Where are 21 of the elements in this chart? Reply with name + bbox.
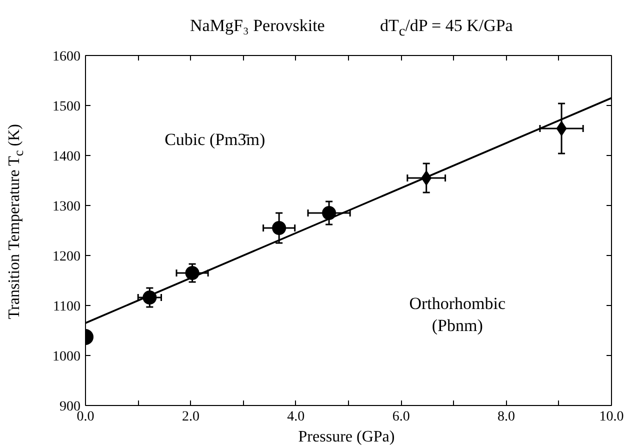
x-tick-label: 4.0 — [287, 410, 305, 424]
y-tick-label: 1100 — [53, 300, 81, 314]
y-tick-label: 1300 — [52, 200, 80, 214]
y-tick-label: 1200 — [52, 250, 80, 264]
x-tick-label: 8.0 — [498, 410, 516, 424]
x-tick-label: 0.0 — [76, 410, 94, 424]
y-tick-label: 1000 — [52, 350, 80, 364]
annotation: Orthorhombic (Pbnm) — [409, 294, 506, 335]
point — [556, 121, 567, 136]
x-tick-label: 2.0 — [182, 410, 200, 424]
point — [272, 221, 286, 235]
y-tick-label: 1500 — [52, 100, 80, 114]
x-axis-title: Pressure (GPa) — [298, 428, 395, 446]
text: dT$_{c}$/dP = 45 K/GPa — [380, 15, 513, 42]
x-tick-label: 6.0 — [392, 410, 410, 424]
y-tick-label: 1400 — [52, 150, 80, 164]
x-tick-label: 10.0 — [599, 410, 624, 424]
chart-title: NaMgF₃ Perovskite — [190, 15, 325, 37]
point — [322, 206, 336, 220]
y-tick-label: 1600 — [52, 50, 80, 64]
annotation: Cubic (Pm3̄m) — [164, 130, 266, 149]
